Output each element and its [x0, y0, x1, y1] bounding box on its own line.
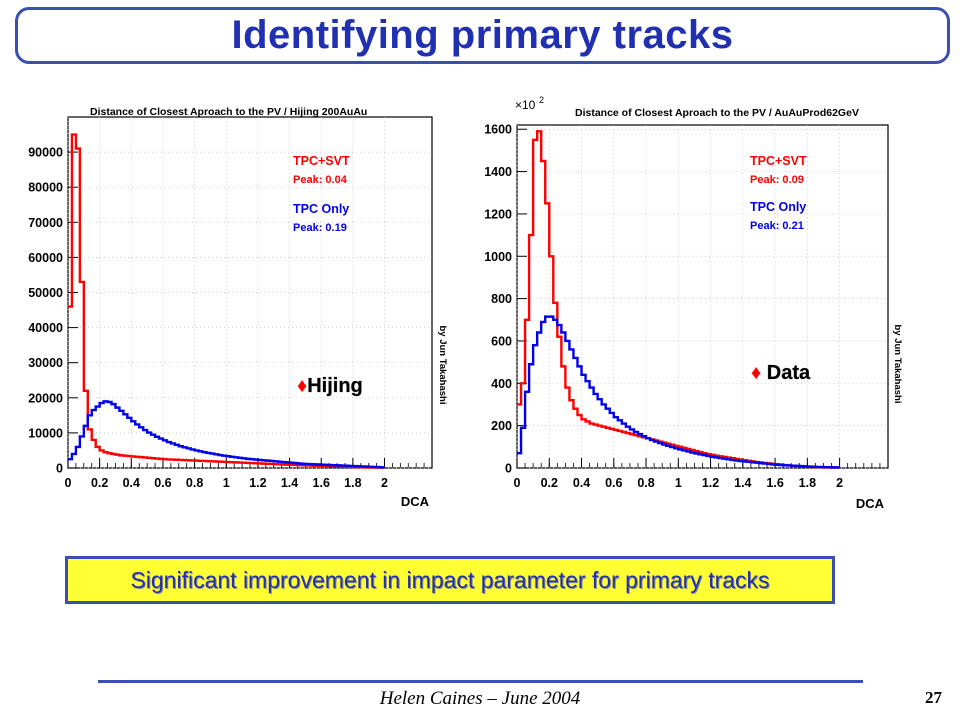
x-tick-label: 0: [65, 476, 72, 490]
x-tick-label: 0.2: [541, 476, 558, 490]
y-tick-label: 40000: [28, 321, 63, 335]
y-tick-label: 200: [491, 419, 512, 433]
chart-annotation: ♦ Data: [751, 362, 811, 384]
x-tick-label: 0.8: [186, 476, 203, 490]
chart-title: Distance of Closest Aproach to the PV / …: [90, 106, 367, 118]
diamond-icon: ♦: [751, 362, 761, 384]
series-line-tpc-only: [68, 400, 385, 469]
y-tick-label: 20000: [28, 391, 63, 405]
x-tick-label: 0.6: [154, 476, 171, 490]
x-tick-label: 1.8: [799, 476, 816, 490]
legend-peak: Peak: 0.04: [293, 174, 348, 186]
y-tick-label: 90000: [28, 146, 63, 160]
legend-label: TPC Only: [293, 202, 349, 216]
x-tick-label: 1.4: [734, 476, 751, 490]
legend-peak: Peak: 0.19: [293, 222, 347, 234]
x-tick-label: 2: [836, 476, 843, 490]
x-axis-label: DCA: [856, 496, 885, 511]
author-credit: by Jun Takahashi: [892, 324, 903, 403]
x-tick-label: 1: [675, 476, 682, 490]
y-tick-label: 1400: [484, 165, 512, 179]
footer-divider: [98, 680, 863, 683]
y-tick-label: 50000: [28, 286, 63, 300]
annotation-label: Data: [761, 362, 811, 384]
annotation-label: Hijing: [307, 375, 363, 397]
y-tick-label: 400: [491, 377, 512, 391]
y-tick-label: 800: [491, 292, 512, 306]
y-tick-label: 600: [491, 334, 512, 348]
x-tick-label: 0.4: [123, 476, 140, 490]
plot-frame: [516, 124, 889, 469]
x-tick-label: 1: [223, 476, 230, 490]
y-tick-label: 1200: [484, 207, 512, 221]
y-tick-label: 30000: [28, 356, 63, 370]
y-tick-label: 70000: [28, 216, 63, 230]
conclusion-callout: Significant improvement in impact parame…: [65, 556, 835, 604]
diamond-icon: ♦: [297, 375, 307, 397]
x-tick-label: 0.2: [91, 476, 108, 490]
conclusion-text: Significant improvement in impact parame…: [130, 566, 770, 593]
slide-title-box: Identifying primary tracks: [15, 7, 950, 64]
hijing-histogram: Distance of Closest Aproach to the PV / …: [10, 95, 460, 520]
footer-author-date: Helen Caines – June 2004: [379, 688, 581, 709]
author-credit: by Jun Takahashi: [437, 325, 448, 404]
legend-label: TPC+SVT: [293, 154, 350, 168]
y-tick-label: 0: [56, 462, 63, 476]
series-line-tpc-only: [517, 315, 840, 469]
x-tick-label: 0.6: [605, 476, 622, 490]
x-tick-label: 0: [514, 476, 521, 490]
y-tick-label: 10000: [28, 426, 63, 440]
y-tick-label: 60000: [28, 251, 63, 265]
y-tick-label: 80000: [28, 181, 63, 195]
x-tick-label: 1.8: [344, 476, 361, 490]
x-tick-label: 1.6: [313, 476, 330, 490]
x-tick-label: 0.8: [637, 476, 654, 490]
y-tick-label: 1000: [484, 250, 512, 264]
legend-label: TPC+SVT: [750, 154, 807, 168]
page-number: 27: [925, 688, 942, 707]
x-tick-label: 1.2: [702, 476, 719, 490]
x-tick-label: 2: [381, 476, 388, 490]
y-tick-label: 1600: [484, 123, 512, 137]
legend-label: TPC Only: [750, 200, 806, 214]
y-multiplier-exponent: 2: [539, 95, 544, 105]
legend-peak: Peak: 0.09: [750, 174, 804, 186]
y-multiplier: ×10: [515, 98, 536, 112]
x-tick-label: 1.2: [249, 476, 266, 490]
chart-annotation: ♦Hijing: [297, 375, 363, 397]
x-tick-label: 0.4: [573, 476, 590, 490]
y-tick-label: 0: [505, 462, 512, 476]
slide-title: Identifying primary tracks: [231, 13, 734, 57]
x-axis-label: DCA: [401, 494, 430, 509]
x-tick-label: 1.4: [281, 476, 298, 490]
legend-peak: Peak: 0.21: [750, 220, 804, 232]
x-tick-label: 1.6: [766, 476, 783, 490]
data-histogram: Distance of Closest Aproach to the PV / …: [465, 92, 915, 520]
series-line-tpc-svt: [68, 133, 385, 469]
chart-title: Distance of Closest Aproach to the PV / …: [575, 107, 859, 119]
